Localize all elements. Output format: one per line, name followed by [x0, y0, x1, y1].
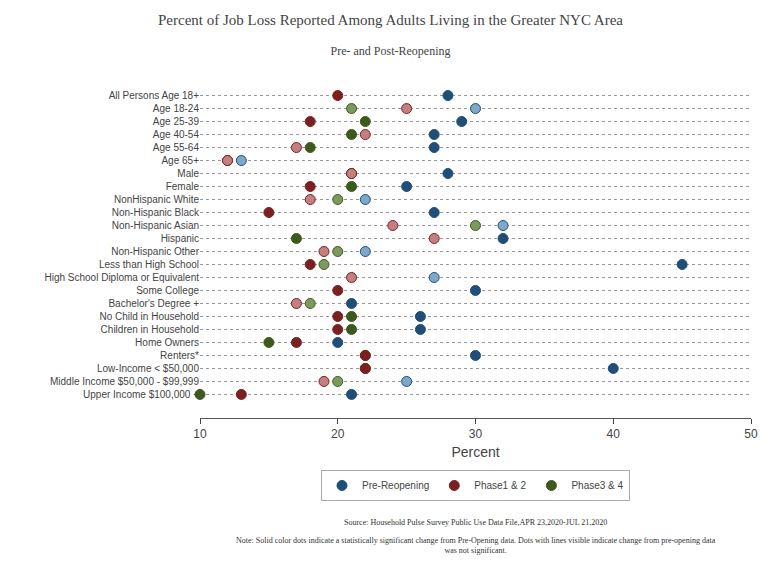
svg-text:High School Diploma or Equival: High School Diploma or Equivalent — [44, 272, 199, 283]
svg-text:Age 25-39: Age 25-39 — [153, 116, 200, 127]
svg-text:Hispanic: Hispanic — [161, 233, 199, 244]
svg-text:Female: Female — [166, 181, 200, 192]
svg-text:Phase3 & 4: Phase3 & 4 — [571, 480, 623, 491]
svg-text:Age 18-24: Age 18-24 — [153, 103, 200, 114]
svg-text:Percent of Job Loss Reported A: Percent of Job Loss Reported Among Adult… — [158, 12, 623, 28]
svg-text:40: 40 — [607, 427, 621, 441]
svg-text:NonHispanic White: NonHispanic White — [114, 194, 199, 205]
svg-text:50: 50 — [744, 427, 758, 441]
svg-text:Male: Male — [177, 168, 199, 179]
svg-text:30: 30 — [469, 427, 483, 441]
svg-text:Pre- and Post-Reopening: Pre- and Post-Reopening — [331, 44, 451, 58]
svg-text:Non-Hispanic Other: Non-Hispanic Other — [111, 246, 199, 257]
svg-text:Non-Hispanic Black: Non-Hispanic Black — [112, 207, 200, 218]
svg-text:Bachelor's Degree +: Bachelor's Degree + — [108, 298, 199, 309]
svg-text:Less than High School: Less than High School — [99, 259, 199, 270]
svg-text:Middle Income $50,000 - $99,99: Middle Income $50,000 - $99,999 — [50, 376, 199, 387]
svg-text:Low-Income < $50,000: Low-Income < $50,000 — [97, 363, 199, 374]
svg-text:Home Owners: Home Owners — [135, 337, 199, 348]
svg-text:Age 55-64: Age 55-64 — [153, 142, 200, 153]
svg-text:All Persons Age 18+: All Persons Age 18+ — [109, 90, 199, 101]
svg-text:20: 20 — [331, 427, 345, 441]
svg-text:Some College: Some College — [136, 285, 199, 296]
svg-text:Source: Household Pulse Survey: Source: Household Pulse Survey Public Us… — [344, 518, 607, 527]
svg-text:10: 10 — [193, 427, 207, 441]
svg-text:Phase1 & 2: Phase1 & 2 — [474, 480, 526, 491]
svg-text:Non-Hispanic Asian: Non-Hispanic Asian — [112, 220, 199, 231]
svg-text:Pre-Reopening: Pre-Reopening — [362, 480, 429, 491]
svg-text:No Child in Household: No Child in Household — [99, 311, 199, 322]
svg-text:Percent: Percent — [451, 444, 499, 460]
svg-text:Children in Household: Children in Household — [101, 324, 199, 335]
svg-text:Note: Solid color dots indicat: Note: Solid color dots indicate a statis… — [236, 536, 716, 555]
svg-text:Renters*: Renters* — [160, 350, 199, 361]
svg-text:Age 40-54: Age 40-54 — [153, 129, 200, 140]
svg-text:Age 65+: Age 65+ — [161, 155, 199, 166]
svg-text:Upper Income $100,000 +: Upper Income $100,000 + — [83, 389, 199, 400]
